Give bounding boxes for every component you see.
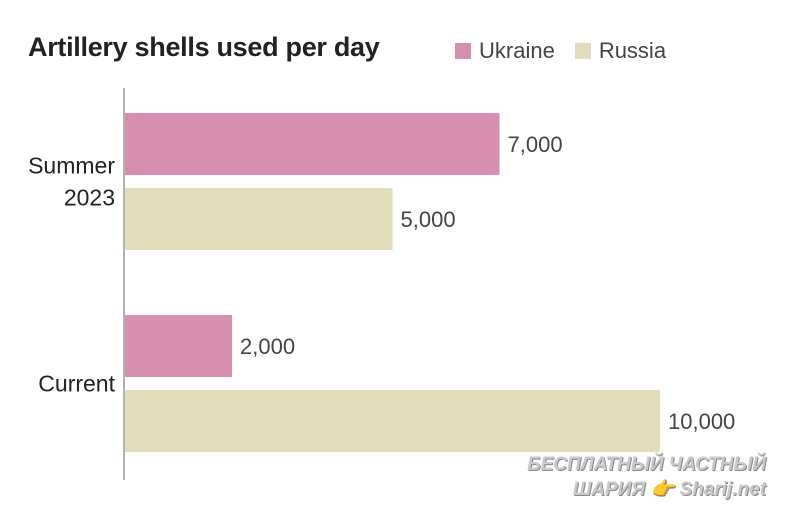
legend-label-russia: Russia [598,38,667,63]
data-label: 7,000 [508,132,563,157]
data-label: 5,000 [401,207,456,232]
watermark-line-2: ШАРИЯ 👉 Sharij.net [572,479,766,500]
bar-ukraine [125,113,500,175]
category-label: Summer [28,153,115,179]
category-label: Current [38,371,115,397]
legend-label-ukraine: Ukraine [479,38,555,63]
legend: Ukraine Russia [455,38,686,64]
bar-russia [125,390,660,452]
legend-item-ukraine: Ukraine [455,38,555,64]
data-label: 10,000 [668,409,735,434]
chart-title: Artillery shells used per day [28,32,380,62]
bar-ukraine [125,315,232,377]
legend-swatch-russia [574,43,591,59]
watermark-line-1: БЕСПЛАТНЫЙ ЧАСТНЫЙ [527,454,766,475]
legend-item-russia: Russia [574,38,667,64]
category-label: 2023 [64,185,115,211]
legend-swatch-ukraine [455,43,471,59]
watermark: БЕСПЛАТНЫЙ ЧАСТНЫЙ ШАРИЯ 👉 Sharij.net [527,452,766,502]
bar-russia [125,188,393,250]
data-label: 2,000 [240,334,295,359]
